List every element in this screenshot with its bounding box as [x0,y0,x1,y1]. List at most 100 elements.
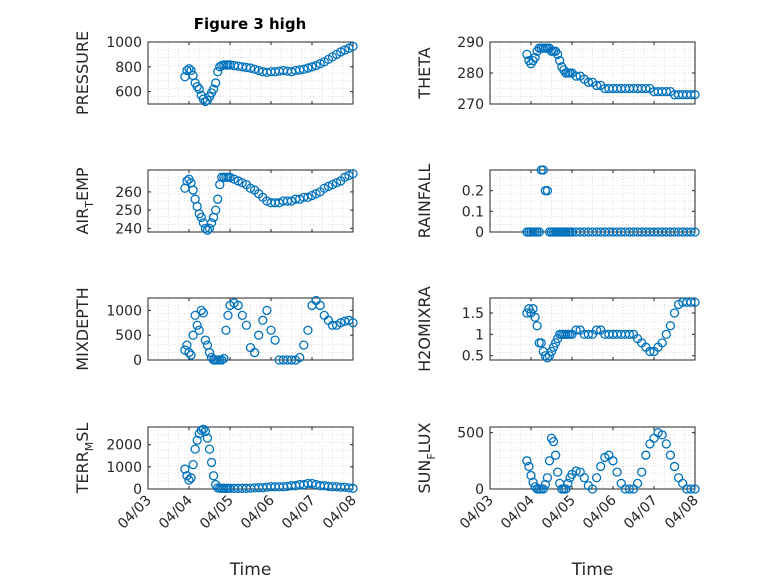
y-axis-label: PRESSURE [73,31,92,115]
data-point [686,90,696,100]
panel-5: 0 500 1000 MIXDEPTH [73,287,358,371]
panel-7: 0 1000 2000 TERRMSL [73,423,358,498]
x-axis-label: Time [229,560,272,580]
data-point [299,340,309,350]
data-point [184,64,194,74]
panel-3: 240 250 260 AIRTEMP [73,167,358,237]
data-point [344,483,354,493]
panel-1: 600 800 1000 PRESSURE [73,31,358,115]
data-point [188,459,198,470]
data-point [544,351,555,361]
data-point [522,49,532,60]
data-point [208,84,219,94]
data-point [548,437,559,447]
data-point [591,80,602,91]
data-point [524,461,534,472]
data-point [657,430,667,440]
y-tick-label: 500 [115,328,142,344]
data-point [315,300,325,311]
data-point [219,353,229,364]
data-point [254,330,264,340]
data-point [538,484,548,494]
data-point [690,90,700,100]
panel-6: 0.5 1 1.5 H2OMIXRA [415,286,700,372]
data-point [192,81,202,92]
data-point [579,473,589,483]
data-point [194,84,204,94]
data-point [188,330,198,340]
data-point [190,310,200,321]
data-point [327,320,338,330]
data-point [198,94,209,104]
y-tick-label: 260 [115,185,142,201]
data-point [540,351,550,361]
data-point [192,435,202,445]
data-point [528,477,538,487]
data-point [192,320,202,330]
data-point [548,342,559,352]
y-axis-label: SUNFLUX [415,422,438,493]
data-point [571,466,581,476]
data-point [661,439,671,449]
data-point [204,347,215,358]
y-axis-label: RAINFALL [415,164,434,239]
data-point [210,78,221,88]
data-point [528,304,538,314]
data-point [591,325,602,335]
y-tick-label: 1000 [106,303,142,319]
data-point [249,347,260,358]
data-point [186,473,196,483]
data-point [336,318,346,328]
data-point [303,325,313,335]
data-point [221,325,231,335]
y-tick-label: 280 [457,66,484,82]
y-tick-label: 0.1 [462,204,484,220]
data-point [661,329,671,339]
data-point [348,41,358,51]
y-tick-label: 0.2 [462,184,484,200]
data-point [202,225,213,235]
data-point [555,55,565,66]
data-point [524,304,534,314]
y-tick-label: 1.5 [462,306,484,322]
data-point [258,315,268,325]
data-point [553,467,563,477]
data-point [587,484,598,494]
data-point [204,223,215,234]
data-point [553,49,563,60]
data-point [645,346,655,357]
y-tick-label: 250 [115,203,142,219]
y-tick-label: 0.5 [462,349,484,365]
data-point [526,470,536,481]
data-point [188,185,198,195]
data-point [536,338,546,348]
data-point [522,456,532,466]
data-point [624,329,635,339]
data-point [571,325,581,335]
data-point [186,65,196,76]
chart-title: Figure 3 high [194,15,307,33]
data-point [530,52,540,63]
data-point [624,484,635,494]
data-point [196,212,206,223]
data-point [571,71,581,81]
data-point [690,227,700,237]
data-point [194,325,204,335]
data-point [657,338,667,348]
y-axis-label: AIRTEMP [73,167,96,234]
data-point [563,478,573,489]
data-point [550,338,561,348]
y-tick-label: 1000 [106,460,142,476]
data-point [233,300,243,311]
data-point [612,467,622,477]
y-tick-label: 0 [133,353,142,369]
data-point [540,479,550,490]
data-point [542,186,553,196]
data-point [686,227,696,237]
data-point [295,352,305,363]
data-point [690,297,700,307]
data-point [641,83,651,94]
y-tick-label: 270 [457,97,484,113]
data-point [206,457,217,468]
